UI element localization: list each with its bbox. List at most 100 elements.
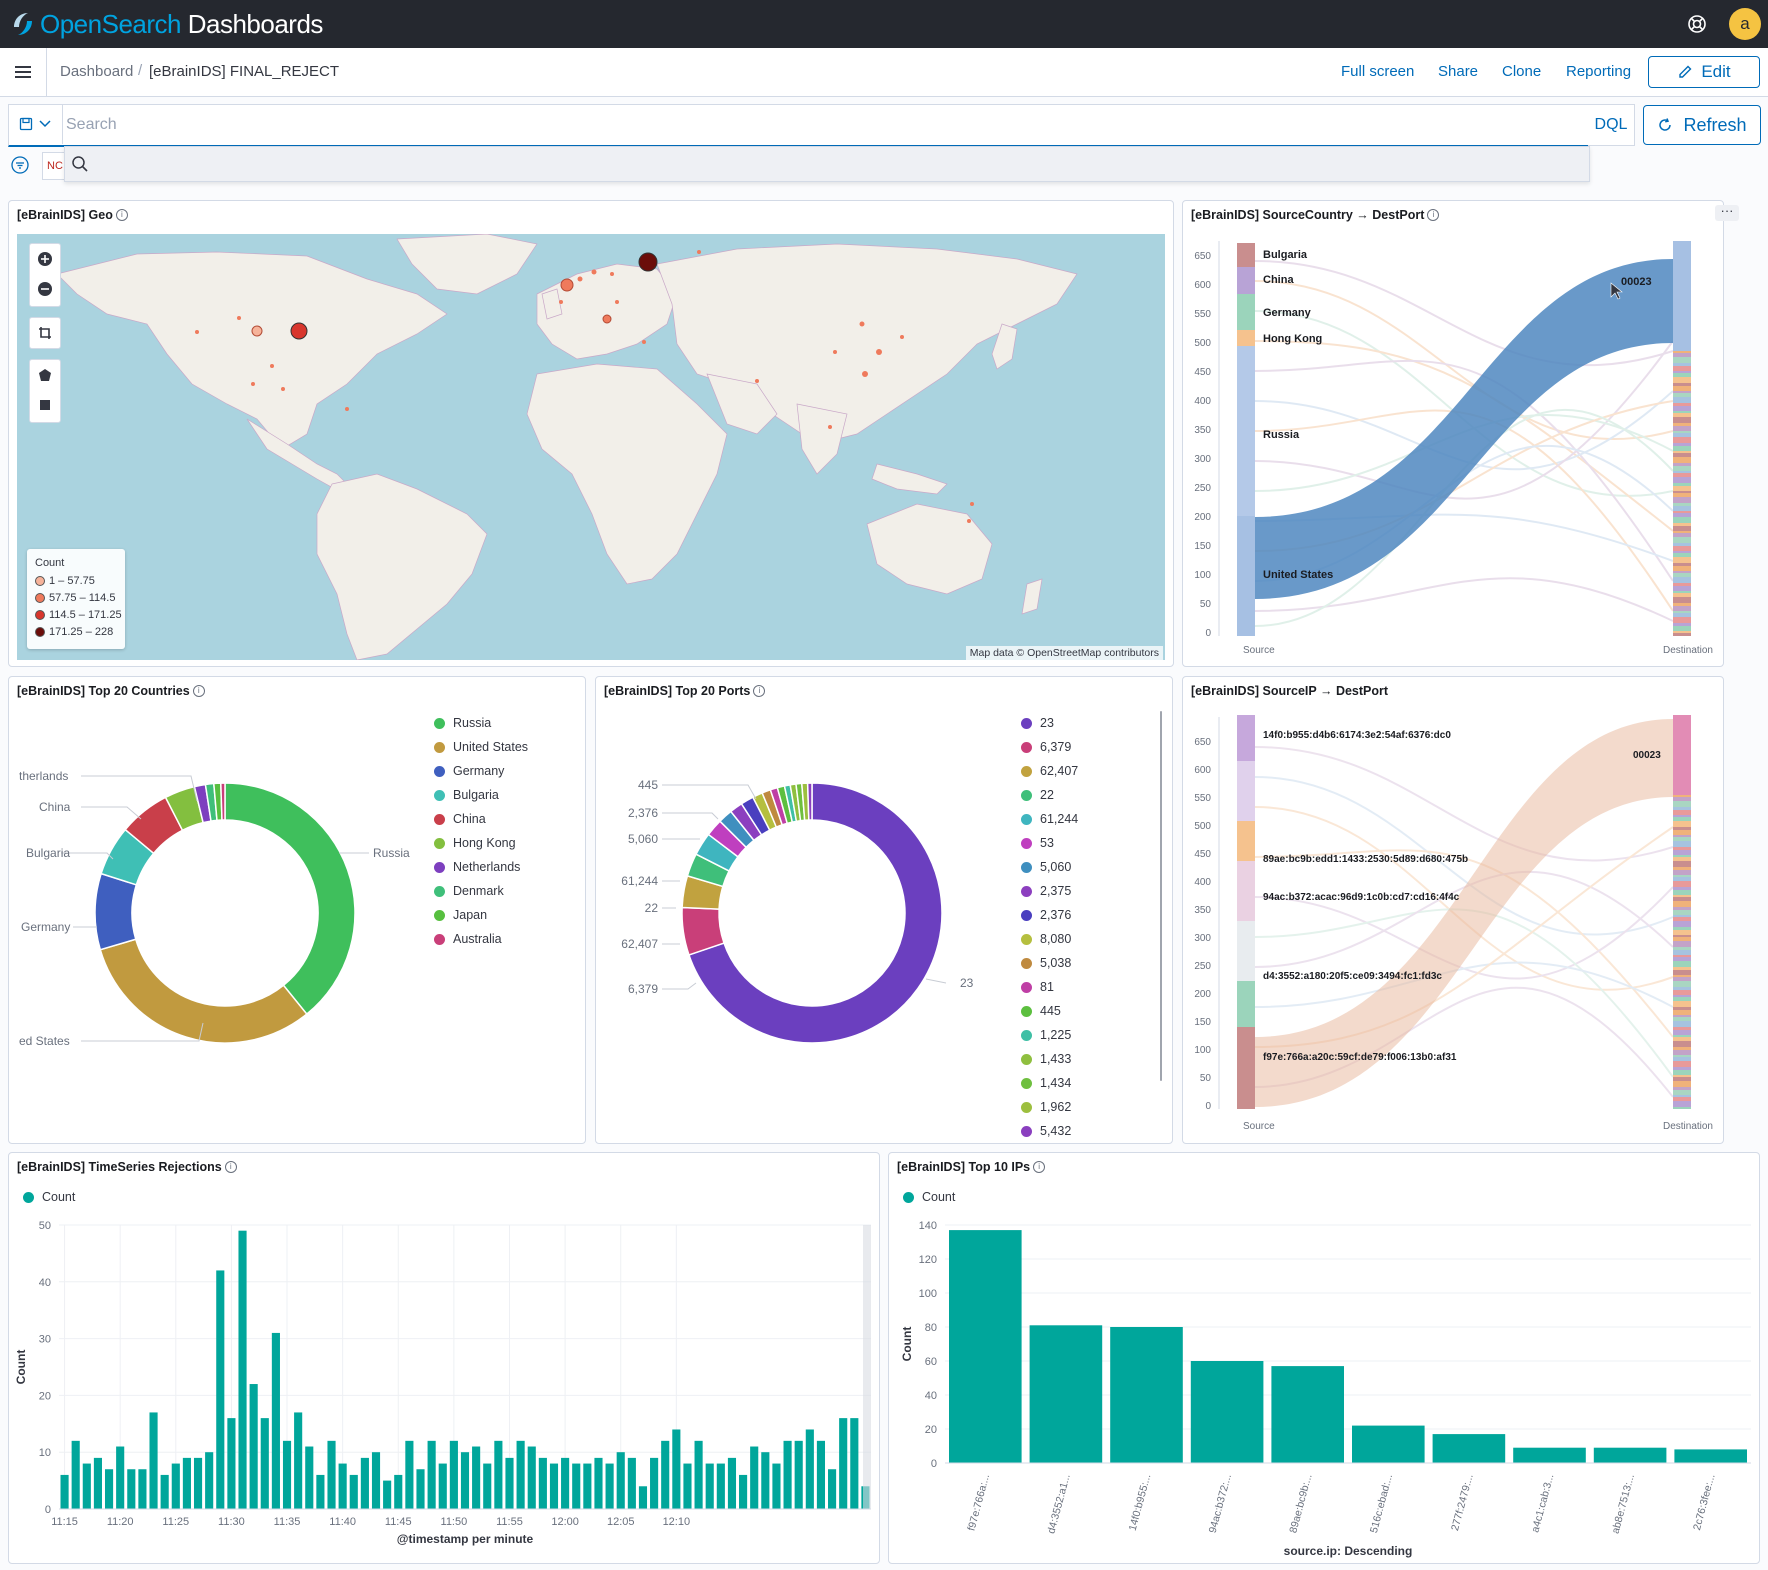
user-avatar[interactable]: a bbox=[1729, 8, 1761, 40]
breadcrumb-dashboard[interactable]: Dashboard bbox=[60, 63, 134, 80]
hamburger-menu-icon[interactable] bbox=[12, 62, 34, 82]
zoom-in-icon[interactable] bbox=[30, 244, 60, 274]
bar[interactable] bbox=[338, 1463, 347, 1509]
bar[interactable] bbox=[305, 1446, 314, 1509]
sankey-main-flow[interactable] bbox=[1255, 259, 1673, 599]
bar[interactable] bbox=[583, 1463, 592, 1509]
bar[interactable] bbox=[71, 1440, 80, 1509]
search-suggestion-dropdown[interactable] bbox=[64, 146, 1590, 182]
zoom-out-icon[interactable] bbox=[30, 274, 60, 304]
bar[interactable] bbox=[182, 1457, 191, 1509]
bar[interactable] bbox=[1271, 1366, 1344, 1463]
clone-link[interactable]: Clone bbox=[1502, 63, 1542, 80]
info-icon[interactable]: i bbox=[753, 685, 766, 697]
bar[interactable] bbox=[249, 1384, 258, 1509]
panel-options-icon[interactable]: ··· bbox=[1715, 204, 1739, 221]
legend-item[interactable]: 1,434 bbox=[1021, 1071, 1078, 1095]
bar[interactable] bbox=[416, 1469, 425, 1509]
legend-item[interactable]: 1,962 bbox=[1021, 1095, 1078, 1119]
legend-item[interactable]: Bulgaria bbox=[434, 783, 528, 807]
bar[interactable] bbox=[949, 1230, 1022, 1463]
bar[interactable] bbox=[349, 1474, 358, 1509]
legend-item[interactable]: 445 bbox=[1021, 999, 1078, 1023]
bar[interactable] bbox=[661, 1440, 670, 1509]
legend-item[interactable]: 23 bbox=[1021, 711, 1078, 735]
top-ips-chart[interactable]: 0 20 40 60 80 100 120 140 Count f97e:766a:... d4:3… bbox=[889, 1207, 1759, 1561]
legend-item[interactable]: 81 bbox=[1021, 975, 1078, 999]
filter-menu-icon[interactable] bbox=[10, 155, 30, 175]
bar[interactable] bbox=[1190, 1361, 1264, 1463]
info-icon[interactable]: i bbox=[224, 1161, 237, 1173]
sankey-ip-chart[interactable]: 650 600 550 500 450 400 350 300 250 200 … bbox=[1183, 707, 1723, 1139]
bar[interactable] bbox=[850, 1418, 859, 1509]
bar[interactable] bbox=[516, 1440, 525, 1509]
bar[interactable] bbox=[527, 1446, 536, 1509]
search-input[interactable] bbox=[64, 108, 1588, 142]
bar[interactable] bbox=[750, 1446, 759, 1509]
bar[interactable] bbox=[494, 1440, 503, 1509]
legend-item[interactable]: Denmark bbox=[434, 879, 528, 903]
legend-item[interactable]: 2,376 bbox=[1021, 903, 1078, 927]
bar[interactable] bbox=[149, 1412, 158, 1509]
legend-item[interactable]: Japan bbox=[434, 903, 528, 927]
bar[interactable] bbox=[449, 1440, 458, 1509]
bar[interactable] bbox=[739, 1474, 748, 1509]
top-ips-legend[interactable]: Count bbox=[903, 1190, 955, 1204]
info-icon[interactable]: i bbox=[115, 209, 128, 221]
bar[interactable] bbox=[505, 1457, 514, 1509]
donut-slice[interactable] bbox=[806, 782, 813, 821]
legend-item[interactable]: Russia bbox=[434, 711, 528, 735]
bar[interactable] bbox=[394, 1474, 403, 1509]
bar[interactable] bbox=[538, 1457, 547, 1509]
bar[interactable] bbox=[460, 1452, 470, 1509]
saved-query-button[interactable] bbox=[8, 104, 63, 144]
time-range-brush[interactable] bbox=[863, 1225, 871, 1509]
help-icon[interactable] bbox=[1685, 12, 1709, 36]
donut-slice[interactable] bbox=[220, 782, 226, 821]
bar[interactable] bbox=[260, 1418, 269, 1509]
bar[interactable] bbox=[316, 1474, 325, 1509]
bar[interactable] bbox=[104, 1469, 114, 1509]
sankey-country-chart[interactable]: 650 600 550 500 450 400 350 300 250 200 … bbox=[1183, 231, 1723, 661]
bar[interactable] bbox=[716, 1463, 725, 1509]
legend-item[interactable]: Australia bbox=[434, 927, 528, 951]
donut-slice[interactable] bbox=[224, 782, 356, 1016]
draw-rectangle-icon[interactable] bbox=[30, 390, 60, 420]
legend-item[interactable]: 5,060 bbox=[1021, 855, 1078, 879]
bar[interactable] bbox=[672, 1429, 681, 1509]
bar[interactable] bbox=[761, 1452, 770, 1509]
bar[interactable] bbox=[216, 1270, 225, 1509]
bar[interactable] bbox=[1432, 1434, 1506, 1463]
legend-item[interactable]: Germany bbox=[434, 759, 528, 783]
bar[interactable] bbox=[60, 1474, 69, 1509]
bar[interactable] bbox=[427, 1440, 436, 1509]
legend-item[interactable]: Hong Kong bbox=[434, 831, 528, 855]
legend-item[interactable]: 1,225 bbox=[1021, 1023, 1078, 1047]
bar[interactable] bbox=[138, 1469, 147, 1509]
legend-item[interactable]: 53 bbox=[1021, 831, 1078, 855]
legend-item[interactable]: 8,080 bbox=[1021, 927, 1078, 951]
legend-item[interactable]: 62,407 bbox=[1021, 759, 1078, 783]
map-attribution[interactable]: Map data © OpenStreetMap contributors bbox=[965, 646, 1163, 660]
fit-bounds-icon[interactable] bbox=[30, 318, 60, 348]
world-map[interactable] bbox=[17, 234, 1165, 660]
bar[interactable] bbox=[82, 1463, 91, 1509]
bar[interactable] bbox=[360, 1457, 369, 1509]
ports-donut[interactable]: 445 2,376 5,060 61,244 22 62,407 6,379 2… bbox=[596, 701, 1016, 1131]
bar[interactable] bbox=[472, 1446, 481, 1509]
bar[interactable] bbox=[383, 1480, 392, 1509]
bar[interactable] bbox=[227, 1418, 236, 1509]
bar[interactable] bbox=[561, 1457, 570, 1509]
bar[interactable] bbox=[616, 1452, 625, 1509]
countries-donut[interactable]: therlands China Bulgaria Germany ed Stat… bbox=[9, 701, 429, 1131]
refresh-button[interactable]: Refresh bbox=[1643, 105, 1761, 145]
legend-scrollbar[interactable] bbox=[1160, 711, 1162, 1081]
bar[interactable] bbox=[650, 1457, 659, 1509]
legend-item[interactable]: 6,379 bbox=[1021, 735, 1078, 759]
bar[interactable] bbox=[271, 1332, 280, 1509]
sankey-ip-main-flow[interactable] bbox=[1255, 719, 1673, 1107]
legend-item[interactable]: 5,432 bbox=[1021, 1119, 1078, 1143]
sankey-dest-nodes[interactable] bbox=[1673, 241, 1691, 636]
donut-slice[interactable] bbox=[94, 872, 138, 951]
full-screen-link[interactable]: Full screen bbox=[1341, 63, 1415, 80]
